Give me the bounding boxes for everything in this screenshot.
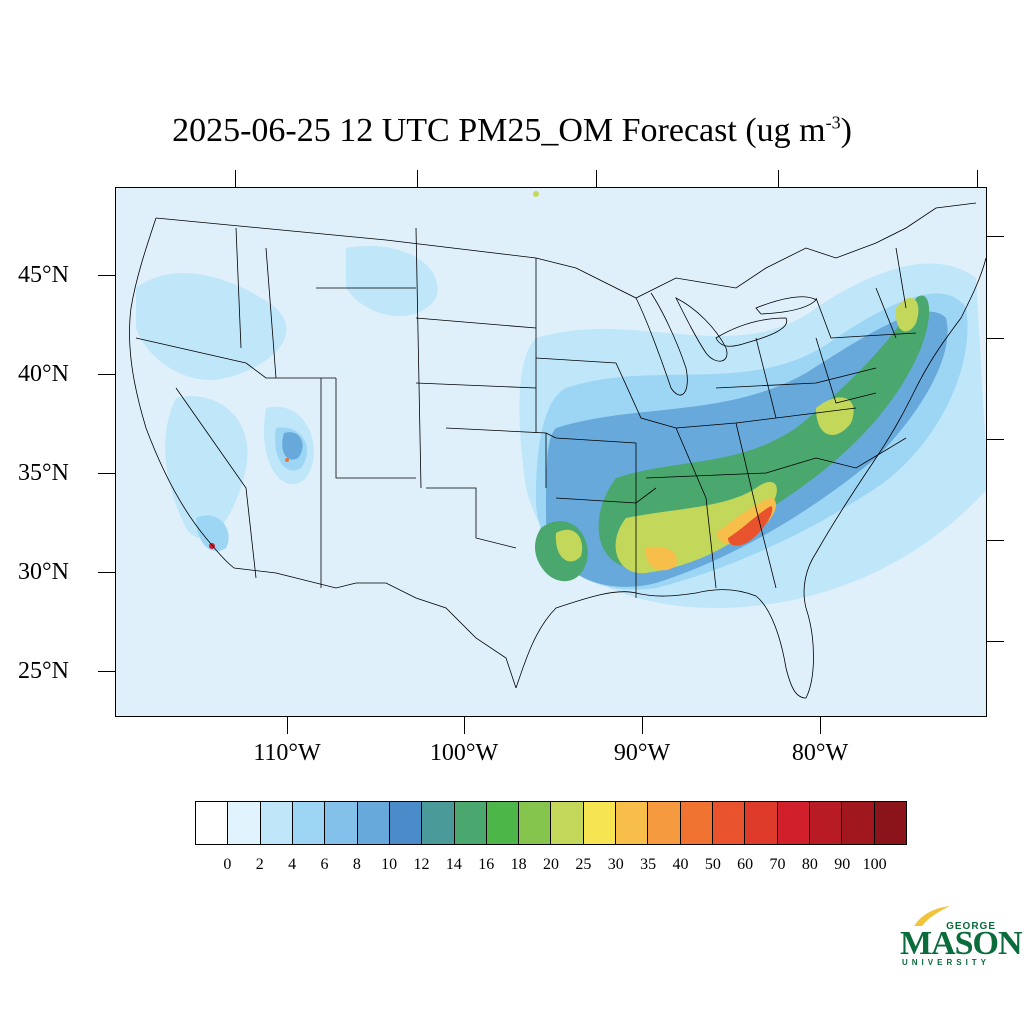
colorbar-cell xyxy=(745,802,778,844)
colorbar-cell xyxy=(228,802,261,844)
political-boundaries xyxy=(129,202,986,699)
colorbar-cell xyxy=(486,802,520,844)
colorbar-label: 18 xyxy=(510,856,527,873)
tick-right-4 xyxy=(987,540,1004,541)
colorbar-label: 35 xyxy=(640,856,657,873)
colorbar-label: 20 xyxy=(543,856,559,873)
colorbar-label: 50 xyxy=(704,856,721,873)
logo-line2: MASON xyxy=(900,925,1023,962)
colorbar-cell xyxy=(616,802,649,844)
colorbar-cell xyxy=(292,802,326,844)
colorbar-label: 0 xyxy=(223,856,232,873)
colorbar-label: 8 xyxy=(352,856,361,873)
title-superscript: -3 xyxy=(825,112,841,133)
lon-label-100: 100°W xyxy=(429,740,499,766)
colorbar-cell xyxy=(583,802,617,844)
hotspot-utah xyxy=(285,458,289,462)
tick-left-2 xyxy=(98,374,115,375)
lat-label-25: 25°N xyxy=(18,658,69,684)
colorbar-cell xyxy=(389,802,423,844)
lon-label-90: 90°W xyxy=(613,740,671,766)
colorbar-label: 90 xyxy=(834,856,851,873)
colorbar-cell xyxy=(196,802,229,844)
colorbar-label: 70 xyxy=(769,856,786,873)
colorbar-cell xyxy=(680,802,713,844)
tick-top-1 xyxy=(235,170,236,187)
tick-right-1 xyxy=(987,236,1004,237)
hotspot-north xyxy=(533,191,539,197)
map-title: 2025-06-25 12 UTC PM25_OM Forecast (ug m… xyxy=(0,112,1024,150)
tick-right-5 xyxy=(987,641,1004,642)
tick-left-1 xyxy=(98,275,115,276)
concentration-level-50-70 xyxy=(728,506,773,546)
colorbar-cell xyxy=(357,802,390,844)
tick-bottom-1 xyxy=(287,717,288,734)
lat-label-35: 35°N xyxy=(18,460,69,486)
colorbar-cell xyxy=(648,802,681,844)
lon-label-80: 80°W xyxy=(791,740,849,766)
tick-left-3 xyxy=(98,473,115,474)
colorbar-label: 14 xyxy=(445,856,462,873)
tick-bottom-3 xyxy=(642,717,643,734)
lon-label-110: 110°W xyxy=(253,740,321,766)
tick-top-2 xyxy=(417,170,418,187)
colorbar-label: 12 xyxy=(413,856,430,873)
tick-bottom-2 xyxy=(464,717,465,734)
title-text: 2025-06-25 12 UTC PM25_OM Forecast (ug m xyxy=(172,112,826,149)
colorbar-cell xyxy=(713,802,746,844)
lat-label-40: 40°N xyxy=(18,361,69,387)
gmu-logo: GEORGE MASON UNIVERSITY xyxy=(898,900,1023,970)
colorbar-cell xyxy=(777,802,810,844)
colorbar-label: 60 xyxy=(737,856,754,873)
colorbar-label: 2 xyxy=(255,856,264,873)
title-close: ) xyxy=(840,112,852,149)
colorbar-label: 4 xyxy=(288,856,297,873)
tick-right-3 xyxy=(987,439,1004,440)
lat-label-45: 45°N xyxy=(18,262,69,288)
colorbar xyxy=(195,801,907,845)
tick-top-4 xyxy=(778,170,779,187)
logo-swoosh-icon xyxy=(914,906,950,926)
tick-right-2 xyxy=(987,338,1004,339)
colorbar-cell xyxy=(519,802,552,844)
colorbar-label: 30 xyxy=(607,856,624,873)
colorbar-cell xyxy=(874,802,906,844)
colorbar-cell xyxy=(325,802,358,844)
tick-left-5 xyxy=(98,671,115,672)
tick-top-3 xyxy=(596,170,597,187)
concentration-level-30-40 xyxy=(645,498,776,571)
tick-bottom-4 xyxy=(820,717,821,734)
colorbar-label: 6 xyxy=(320,856,329,873)
map-svg xyxy=(116,188,986,716)
forecast-map xyxy=(115,187,987,717)
logo-line3: UNIVERSITY xyxy=(902,958,991,967)
lat-label-30: 30°N xyxy=(18,559,69,585)
colorbar-label: 40 xyxy=(672,856,689,873)
colorbar-cell xyxy=(454,802,487,844)
colorbar-label: 80 xyxy=(801,856,818,873)
tick-top-5 xyxy=(977,170,978,187)
tick-left-4 xyxy=(98,572,115,573)
colorbar-cell xyxy=(422,802,455,844)
colorbar-label: 16 xyxy=(478,856,495,873)
colorbar-cell xyxy=(842,802,875,844)
logo-line1: GEORGE xyxy=(946,921,996,932)
colorbar-cell xyxy=(809,802,843,844)
colorbar-cell xyxy=(260,802,293,844)
colorbar-label: 10 xyxy=(381,856,398,873)
colorbar-label: 100 xyxy=(862,856,887,873)
colorbar-label: 25 xyxy=(575,856,592,873)
colorbar-cell xyxy=(551,802,584,844)
